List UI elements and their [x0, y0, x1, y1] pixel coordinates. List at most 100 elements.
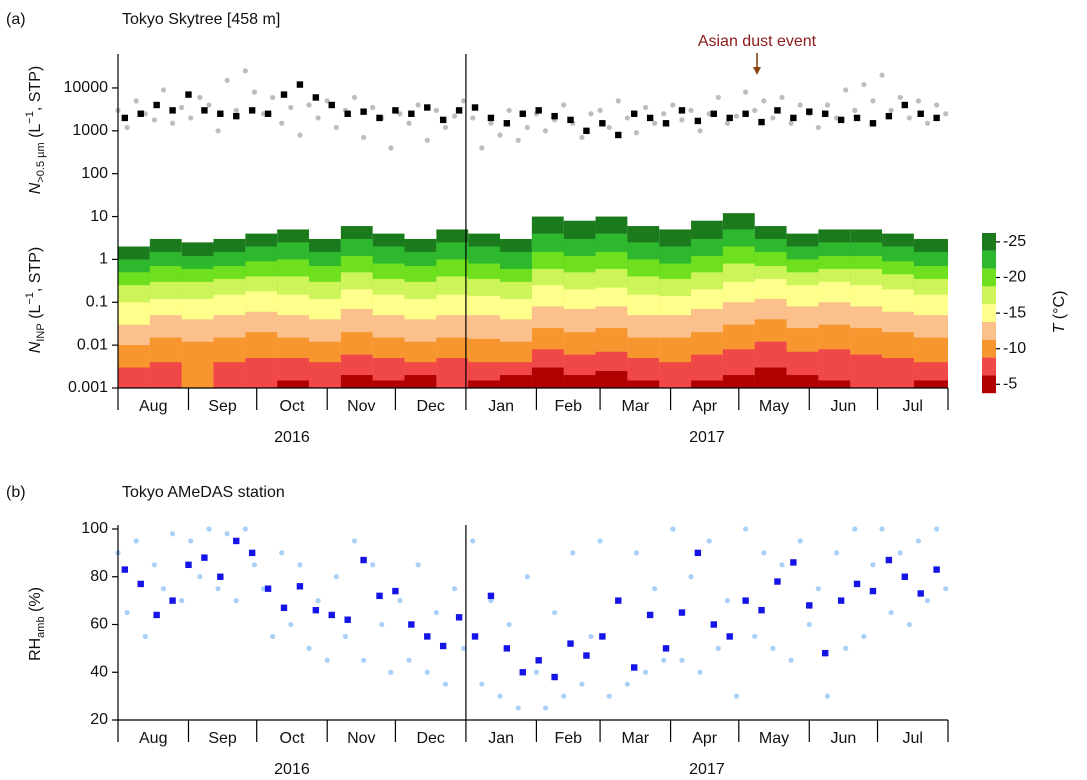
data-dot [552, 609, 558, 616]
y-axis-label-part: amb [35, 616, 47, 637]
month-label: Jan [488, 398, 514, 415]
data-dot [642, 669, 649, 675]
data-square [646, 611, 654, 619]
data-square [837, 116, 845, 124]
data-dot [251, 562, 258, 568]
data-square [201, 107, 208, 114]
data-square [248, 549, 256, 557]
data-dot [370, 562, 376, 568]
inp-bar [722, 375, 755, 388]
data-dot [124, 124, 130, 131]
data-square [296, 81, 304, 88]
data-dot [479, 145, 485, 151]
data-dot [797, 102, 803, 108]
data-dot [215, 586, 221, 592]
month-label: Mar [622, 730, 650, 747]
y-axis-label-part: , STP) [27, 66, 44, 111]
y-tick-label: 100 [81, 520, 108, 537]
data-dot [442, 124, 449, 131]
data-square [471, 633, 479, 640]
data-dot [442, 681, 449, 687]
data-dot [142, 111, 148, 117]
data-square [455, 614, 463, 621]
data-dot [688, 107, 694, 113]
data-dot [888, 107, 894, 113]
inp-bar [500, 375, 532, 388]
panel-label: (a) [6, 11, 26, 28]
data-dot [724, 598, 731, 604]
colorbar-label-part: T [1051, 322, 1068, 333]
data-square [280, 91, 288, 98]
data-dot [288, 621, 294, 628]
inp-bar [118, 367, 150, 388]
data-dot [524, 574, 530, 580]
month-label: Sep [208, 398, 237, 415]
data-square [233, 112, 240, 120]
inp-bar [627, 380, 660, 388]
data-dot [934, 102, 940, 108]
data-dot [633, 130, 640, 136]
data-dot [397, 111, 403, 117]
colorbar-tick-label: -5 [1003, 376, 1017, 393]
month-label: Aug [139, 730, 167, 747]
data-square [296, 583, 304, 590]
data-square [583, 652, 590, 659]
data-square [583, 127, 590, 135]
data-dot [824, 102, 831, 108]
data-dot [652, 586, 658, 592]
data-dot [724, 120, 731, 126]
data-dot [133, 98, 139, 104]
data-dot [515, 137, 521, 143]
data-square [806, 602, 813, 609]
data-square [758, 606, 765, 614]
data-dot [215, 128, 221, 134]
inp-bar [149, 362, 182, 388]
colorbar-block [982, 268, 996, 287]
data-dot [788, 657, 794, 663]
data-dot [169, 120, 176, 126]
y-tick-label: 0.01 [77, 336, 108, 353]
y-tick-label: 60 [90, 616, 108, 633]
data-square [408, 621, 415, 628]
data-dot [397, 598, 403, 604]
data-dot [160, 87, 167, 93]
colorbar-tick-label: -10 [1003, 340, 1026, 357]
data-dot [388, 669, 394, 675]
y-axis-label-part: RH [27, 638, 44, 661]
inp-bar [245, 358, 278, 388]
data-dot [606, 693, 612, 699]
data-square [726, 633, 733, 640]
data-square [439, 642, 447, 650]
month-label: Feb [554, 398, 582, 415]
data-dot [315, 115, 321, 121]
data-dot [306, 645, 312, 651]
data-dot [779, 94, 785, 101]
data-square [630, 664, 638, 671]
y-tick-label: 1000 [72, 122, 108, 139]
data-dot [770, 115, 776, 121]
y-axis-label-part: −1 [24, 292, 36, 305]
colorbar-tick-label: -20 [1003, 269, 1026, 286]
month-label: Apr [692, 730, 718, 747]
data-dot [679, 657, 685, 663]
data-square [710, 621, 717, 628]
data-dot [488, 598, 494, 604]
inp-bar [181, 341, 214, 388]
month-label: Mar [622, 398, 650, 415]
year-label: 2016 [274, 429, 310, 446]
data-square [662, 645, 670, 652]
data-dot [733, 693, 740, 699]
data-dot [642, 104, 649, 111]
data-dot [224, 77, 230, 84]
month-label: Jun [830, 398, 856, 415]
month-label: Dec [416, 398, 444, 415]
data-dot [915, 98, 922, 104]
data-dot [415, 102, 421, 108]
data-square [742, 110, 749, 117]
data-dot [451, 586, 458, 592]
month-label: Nov [347, 398, 375, 415]
y-axis-label: NINP (L−1, STP) [24, 247, 47, 353]
data-dot [743, 89, 749, 95]
data-dot [270, 633, 276, 640]
data-dot [524, 124, 530, 131]
